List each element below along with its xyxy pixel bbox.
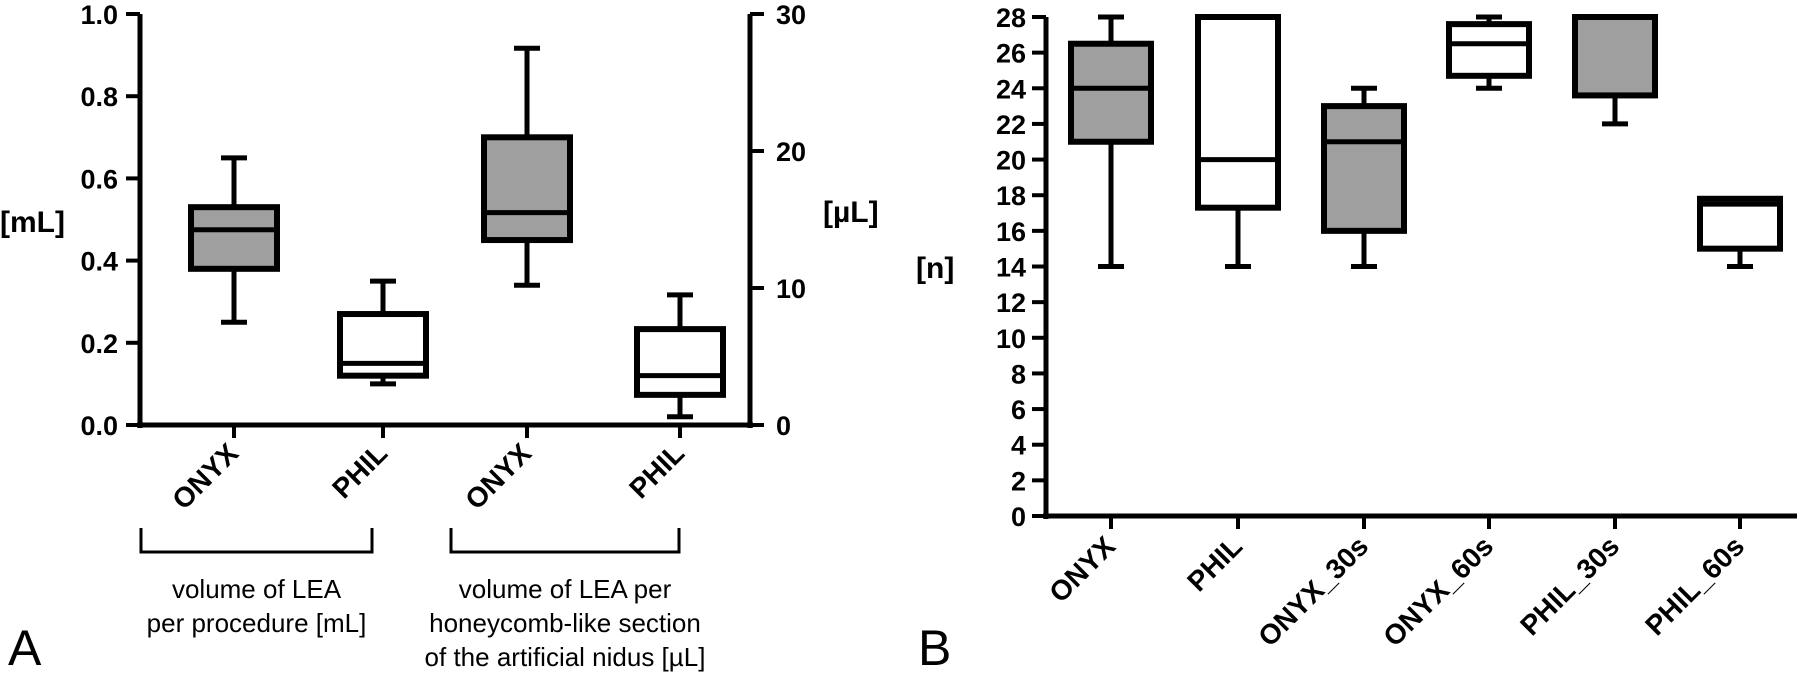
y-tick-label: 22 (996, 110, 1026, 140)
y-tick-label: 18 (996, 181, 1026, 211)
x-category-label: ONYX (1043, 530, 1121, 608)
right-tick-label: 30 (776, 0, 806, 30)
x-category-label: ONYX_60s (1377, 530, 1499, 652)
group-caption-line: volume of LEA (172, 574, 342, 604)
x-category-label: PHIL (623, 437, 690, 504)
group-caption-line: per procedure [mL] (147, 608, 367, 638)
y-tick-label: 12 (996, 288, 1026, 318)
panel-label-a: A (8, 620, 42, 676)
left-tick-label: 1.0 (80, 0, 118, 30)
box-iqr (188, 204, 280, 272)
y-tick-label: 0 (1011, 502, 1026, 532)
box-iqr (481, 134, 573, 244)
right-tick-label: 10 (776, 274, 806, 304)
right-axis-unit: [µL] (823, 196, 879, 229)
right-tick-label: 0 (776, 411, 791, 441)
box-onyx (1068, 14, 1154, 269)
box-iqr (1195, 14, 1281, 211)
box-iqr (1068, 40, 1154, 145)
x-category-label: ONYX (166, 437, 244, 515)
box-onyx_60s (1446, 14, 1532, 91)
left-tick-label: 0.2 (80, 329, 118, 359)
y-tick-label: 26 (996, 39, 1026, 69)
y-tick-label: 20 (996, 146, 1026, 176)
y-tick-label: 2 (1011, 466, 1026, 496)
panel-a: 0.0 0.2 0.4 0.6 0.8 1.0 0 10 20 30 [mL] [µL] ONYX PHI… (0, 0, 879, 676)
y-tick-label: 24 (996, 74, 1026, 104)
y-tick-label: 4 (1011, 431, 1026, 461)
box-iqr (1697, 195, 1783, 252)
x-category-label: PHIL_30s (1514, 530, 1625, 641)
box-iqr (634, 326, 726, 398)
box-onyx_30s (1321, 85, 1407, 269)
x-category-label: ONYX (459, 437, 537, 515)
left-tick-label: 0.4 (80, 247, 118, 277)
left-axis-unit: [mL] (0, 206, 65, 239)
left-tick-label: 0.6 (80, 164, 118, 194)
box-phil-right (634, 292, 726, 420)
box-iqr (1446, 21, 1532, 79)
y-tick-label: 8 (1011, 359, 1026, 389)
box-phil (1195, 14, 1281, 269)
x-category-label: PHIL_60s (1639, 530, 1750, 641)
group-bracket (449, 528, 681, 554)
x-category-label: PHIL (1181, 530, 1248, 597)
group-caption-line: honeycomb-like section (429, 608, 701, 638)
left-tick-label: 0.8 (80, 82, 118, 112)
x-category-label: PHIL (326, 437, 393, 504)
box-iqr (1321, 103, 1407, 234)
box-phil_30s (1572, 14, 1658, 127)
x-category-label: ONYX_30s (1252, 530, 1374, 652)
y-tick-label: 28 (996, 3, 1026, 33)
box-iqr (1572, 14, 1658, 99)
box-iqr (337, 311, 429, 379)
box-onyx-left (188, 155, 280, 325)
panel-label-b: B (918, 620, 951, 676)
group-bracket (139, 528, 374, 554)
y-tick-label: 6 (1011, 395, 1026, 425)
left-tick-label: 0.0 (80, 411, 118, 441)
y-axis-unit: [n] (916, 252, 954, 285)
box-onyx-right (481, 45, 573, 288)
box-phil-left (337, 278, 429, 387)
right-tick-label: 20 (776, 137, 806, 167)
group-caption-line: of the artificial nidus [µL] (425, 642, 706, 672)
group-caption-line: volume of LEA per (459, 574, 672, 604)
box-phil_60s (1697, 195, 1783, 269)
y-tick-label: 14 (996, 253, 1026, 283)
y-tick-label: 10 (996, 324, 1026, 354)
y-tick-label: 16 (996, 217, 1026, 247)
